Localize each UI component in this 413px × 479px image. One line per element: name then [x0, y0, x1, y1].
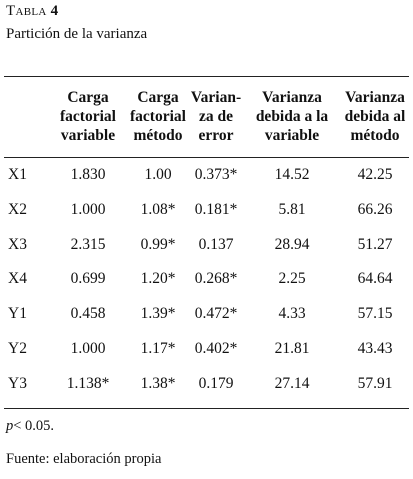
table-cell: 42.25	[357, 166, 393, 183]
table-title-number: 4	[50, 3, 59, 19]
row-label: X1	[8, 166, 27, 183]
column-header: Varianza debida al método	[335, 88, 413, 145]
table-cell: 0.699	[70, 270, 106, 288]
table-cell: 43.43	[357, 340, 393, 357]
column-header-line: Varian-	[190, 89, 242, 106]
table-cell: 1.138*	[66, 374, 110, 392]
table-cell: 1.38*	[140, 374, 176, 392]
row-label: X3	[8, 235, 27, 253]
row-label: Y1	[8, 305, 27, 323]
table-cell: 0.181*	[194, 200, 238, 218]
table-cell: 21.81	[274, 340, 310, 357]
column-header: Carga factorial variable	[48, 88, 128, 145]
table-cell: 57.91	[357, 374, 393, 392]
column-header: Carga factorial método	[123, 88, 193, 145]
table-cell: 1.20*	[140, 270, 176, 288]
column-header-line: Varianza	[262, 89, 322, 106]
table-cell: 0.402*	[194, 340, 238, 357]
table-cell: 27.14	[274, 374, 310, 392]
table-cell: 0.268*	[194, 270, 238, 288]
table-cell: 57.15	[357, 305, 393, 323]
table-cell: 64.64	[357, 270, 393, 288]
table-subtitle: Partición de la varianza	[6, 26, 148, 42]
column-header-line: error	[198, 127, 234, 144]
table-cell: 0.179	[198, 374, 234, 392]
note-p: p	[6, 418, 14, 434]
column-header-line: método	[350, 127, 400, 144]
table-cell: 1.08*	[140, 200, 176, 218]
table-cell: 1.00	[144, 166, 172, 183]
row-label: Y3	[8, 374, 27, 392]
column-header-line: factorial	[60, 108, 116, 125]
table-cell: 4.33	[278, 305, 306, 323]
table-cell: 0.472*	[194, 305, 238, 323]
column-header-line: Varianza	[345, 89, 405, 106]
table-cell: 1.39*	[140, 305, 176, 323]
row-label: Y2	[8, 340, 27, 357]
note-rest: < 0.05.	[13, 418, 55, 434]
column-header-line: factorial	[130, 108, 186, 125]
column-header-line: za de	[198, 108, 233, 125]
table-cell: 0.458	[70, 305, 106, 323]
top-rule	[4, 76, 409, 77]
table-cell: 51.27	[357, 235, 393, 253]
column-header-line: debida al	[344, 108, 406, 125]
table-cell: 1.000	[70, 200, 106, 218]
header-rule	[4, 157, 409, 158]
column-header-line: método	[133, 127, 183, 144]
table-cell: 14.52	[274, 166, 310, 183]
table-cell: 2.25	[278, 270, 306, 288]
table-cell: 1.830	[70, 166, 106, 183]
column-header-line: variable	[264, 127, 320, 144]
table-cell: 2.315	[70, 235, 106, 253]
table-cell: 0.137	[198, 235, 234, 253]
column-header-line: Carga	[137, 89, 179, 106]
row-label: X4	[8, 270, 27, 288]
table-title-label: Tabla	[6, 3, 47, 19]
column-header-line: variable	[60, 127, 116, 144]
column-header-line: debida a la	[255, 108, 329, 125]
table-cell: 5.81	[278, 200, 306, 218]
table-title: Tabla 4	[6, 3, 58, 20]
source-note: Fuente: elaboración propia	[6, 451, 162, 467]
table-cell: 28.94	[274, 235, 310, 253]
table-cell: 0.99*	[140, 235, 176, 253]
row-label: X2	[8, 200, 27, 218]
table-cell: 1.17*	[140, 340, 176, 357]
table-cell: 1.000	[70, 340, 106, 357]
column-header-line: Carga	[67, 89, 109, 106]
bottom-rule	[4, 408, 409, 409]
significance-note: p< 0.05.	[6, 418, 54, 435]
table-cell: 66.26	[357, 200, 393, 218]
column-header: Varianza debida a la variable	[245, 88, 340, 145]
column-header: Varian-za de error	[186, 88, 246, 145]
table-cell: 0.373*	[194, 166, 238, 183]
